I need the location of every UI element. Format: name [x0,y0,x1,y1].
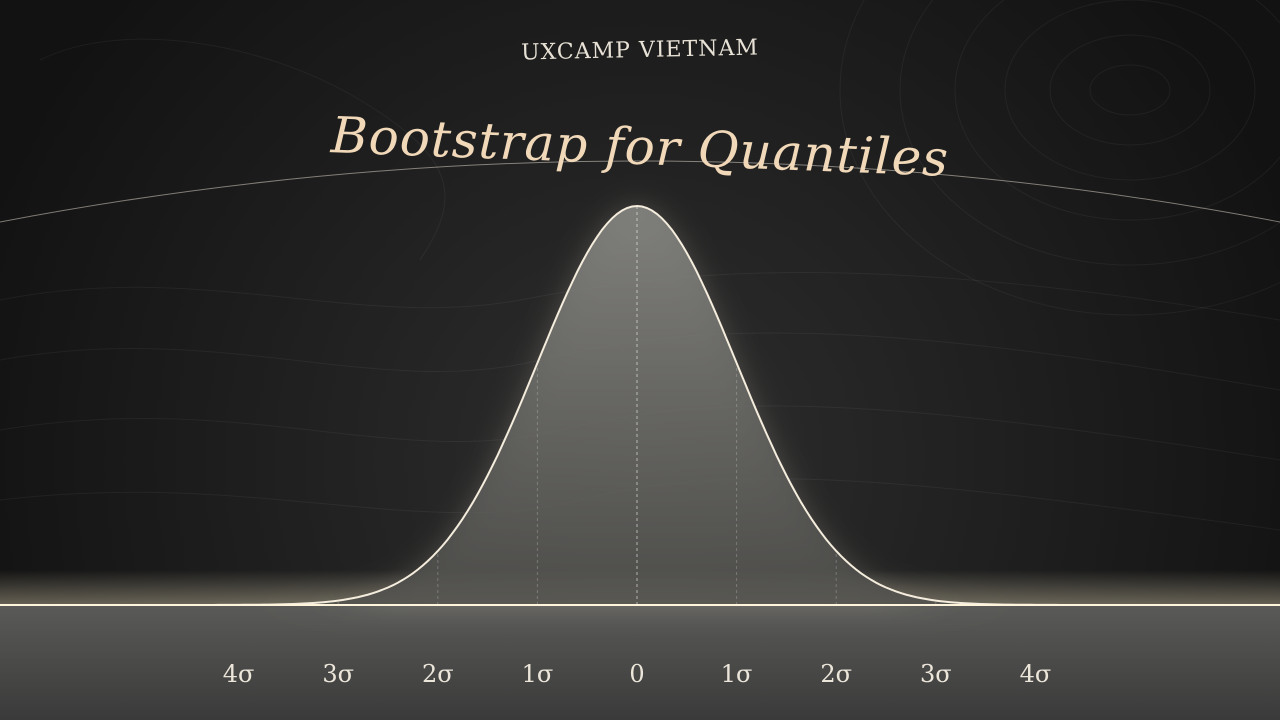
x-tick-labels: 4σ 3σ 2σ 1σ 0 1σ 2σ 3σ 4σ [223,660,1051,688]
x-tick-label: 4σ [1020,660,1052,688]
x-tick-label: 0 [629,660,644,688]
x-tick-label: 1σ [522,660,554,688]
x-tick-label: 4σ [223,660,255,688]
floor [0,605,1280,720]
curve-area [0,206,1280,605]
x-tick-label: 1σ [721,660,753,688]
x-tick-label: 2σ [422,660,454,688]
x-tick-label: 3σ [920,660,952,688]
horizon-arc [0,160,1280,223]
x-tick-label: 3σ [322,660,354,688]
x-tick-label: 2σ [820,660,852,688]
